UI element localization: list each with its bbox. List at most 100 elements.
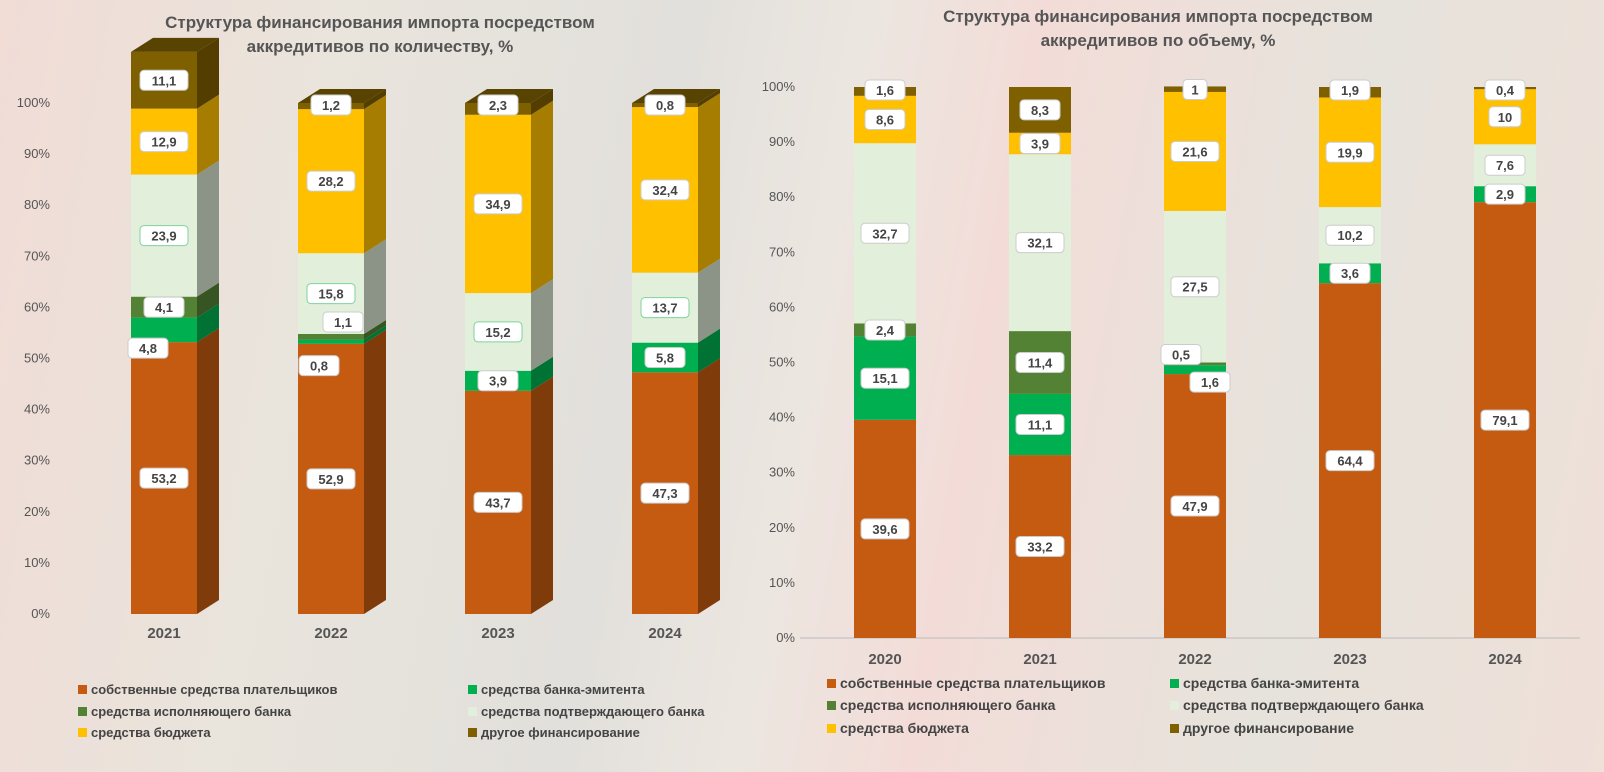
bar-side-issuing — [531, 356, 553, 391]
data-label-box — [640, 482, 690, 504]
bar-side-other — [531, 89, 553, 115]
data-label-box — [1160, 344, 1202, 365]
data-label-box — [477, 370, 519, 392]
data-label-box — [473, 491, 523, 513]
data-label-box — [306, 283, 356, 305]
data-label-box — [864, 79, 906, 101]
legend-item: средства подтверждающего банка — [1183, 697, 1424, 713]
data-label-box — [864, 109, 906, 131]
data-label: 21,6 — [1182, 144, 1207, 159]
y-tick-label: 100% — [17, 95, 51, 110]
y-tick-label: 60% — [24, 299, 50, 314]
y-tick-label: 50% — [769, 355, 795, 370]
legend-item: другое финансирование — [481, 725, 640, 740]
data-label-box — [298, 355, 340, 377]
bar-segment-issuing — [298, 339, 364, 344]
data-label-box — [864, 319, 906, 341]
data-label: 12,9 — [151, 135, 176, 150]
bar-side-executing — [364, 319, 386, 340]
bar-side-budget — [698, 93, 720, 273]
legend-item: собственные средства плательщиков — [840, 675, 1106, 691]
data-label: 0,8 — [656, 98, 674, 113]
data-label: 8,3 — [1031, 103, 1049, 118]
data-label-box — [1189, 371, 1231, 393]
chart-title: аккредитивов по количеству, % — [247, 37, 514, 56]
bar-side-budget — [531, 100, 553, 294]
legend-swatch-budget — [827, 724, 836, 733]
legend-swatch-issuing — [1170, 679, 1179, 688]
data-label: 23,9 — [151, 229, 176, 244]
data-label: 0,8 — [310, 359, 328, 374]
legend-swatch-issuing — [468, 685, 477, 694]
data-label: 15,2 — [485, 325, 510, 340]
data-label: 79,1 — [1492, 413, 1517, 428]
y-tick-label: 70% — [769, 244, 795, 259]
y-tick-label: 20% — [24, 504, 50, 519]
chart-2: Структура финансирования импорта посредс… — [762, 7, 1580, 736]
data-label: 32,1 — [1027, 236, 1052, 251]
bar-side-own — [698, 358, 720, 614]
data-label: 1 — [1191, 82, 1198, 97]
data-label: 32,7 — [872, 226, 897, 241]
data-label-box — [306, 468, 356, 490]
data-label-box — [477, 94, 519, 116]
data-label: 53,2 — [151, 471, 176, 486]
data-label: 39,6 — [872, 522, 897, 537]
data-label: 0,4 — [1496, 83, 1515, 98]
data-label: 10 — [1498, 110, 1512, 125]
x-tick-label: 2024 — [648, 625, 682, 642]
legend-item: средства исполняющего банка — [91, 704, 292, 719]
data-label: 64,4 — [1337, 454, 1363, 469]
data-label-box — [1325, 224, 1375, 246]
data-label: 11,4 — [1028, 356, 1053, 371]
data-label: 28,2 — [318, 174, 343, 189]
data-label-box — [473, 321, 523, 343]
bar-side-confirming — [698, 258, 720, 343]
chart-title: Структура финансирования импорта посредс… — [165, 13, 595, 32]
data-label-box — [1480, 409, 1530, 431]
data-label-box — [322, 311, 364, 333]
bar-side-budget — [197, 94, 219, 175]
data-label-box — [139, 131, 189, 153]
legend-swatch-own — [827, 679, 836, 688]
bar-side-other — [698, 89, 720, 108]
data-label: 43,7 — [485, 495, 510, 510]
legend-swatch-own — [78, 685, 87, 694]
y-tick-label: 70% — [24, 248, 50, 263]
data-label-box — [644, 94, 686, 116]
y-tick-label: 100% — [762, 79, 796, 94]
bar-side-issuing — [698, 328, 720, 373]
bar-side-other — [364, 89, 386, 110]
data-label: 1,2 — [322, 98, 340, 113]
data-label: 32,4 — [652, 183, 678, 198]
y-tick-label: 30% — [24, 453, 50, 468]
bar-side-confirming — [531, 279, 553, 371]
bar-side-issuing — [197, 303, 219, 343]
data-label-box — [1170, 495, 1220, 517]
bar-side-confirming — [197, 160, 219, 297]
data-label: 3,9 — [489, 374, 507, 389]
y-tick-label: 40% — [24, 402, 50, 417]
data-label: 3,9 — [1031, 136, 1049, 151]
legend-item: другое финансирование — [1183, 720, 1354, 736]
data-label-box — [1329, 262, 1371, 284]
legend-item: средства исполняющего банка — [840, 697, 1056, 713]
x-tick-label: 2024 — [1488, 651, 1522, 668]
data-label-box — [1015, 536, 1065, 558]
data-label-box — [1015, 413, 1065, 435]
data-label-box — [139, 467, 189, 489]
data-label: 4,1 — [155, 300, 173, 315]
chart-1: Структура финансирования импорта посредс… — [17, 13, 720, 740]
legend-swatch-budget — [78, 728, 87, 737]
legend-swatch-confirming — [468, 707, 477, 716]
x-tick-label: 2022 — [314, 625, 347, 642]
legend-item: собственные средства плательщиков — [91, 682, 337, 697]
y-tick-label: 50% — [24, 351, 50, 366]
x-tick-label: 2023 — [1333, 651, 1366, 668]
data-label-box — [644, 346, 686, 368]
bar-side-budget — [364, 95, 386, 254]
data-label-box — [1182, 78, 1208, 100]
data-label-box — [127, 337, 169, 359]
data-label-box — [1325, 450, 1375, 472]
data-label: 5,8 — [656, 350, 674, 365]
